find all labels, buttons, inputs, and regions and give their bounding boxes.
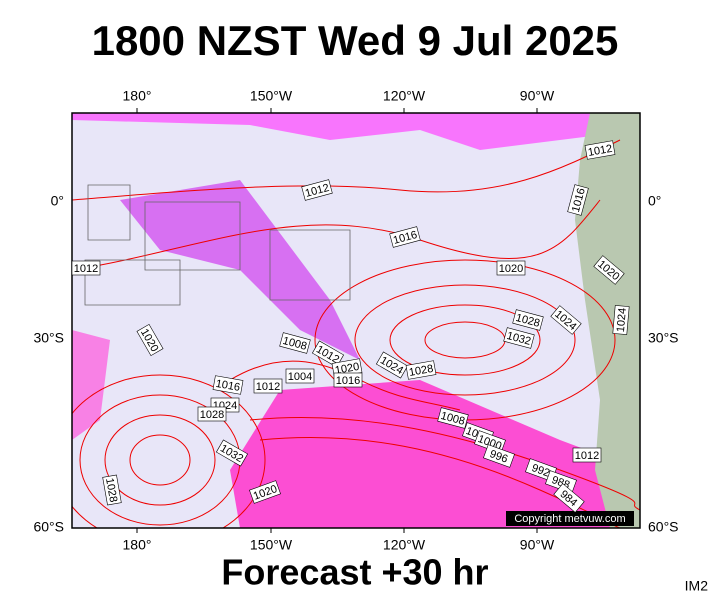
isobar-label-box [593,255,625,285]
title: 1800 NZST Wed 9 Jul 2025 [92,17,619,64]
image-code: IM2 [685,578,709,594]
isobar-label-text: 1028 [103,477,119,503]
isobar-label: 1008 [437,407,469,429]
copyright-box [506,511,634,526]
isobar-label-text: 1004 [288,371,312,383]
isobar-label-box [71,260,101,276]
lon-label: 180° [123,88,152,104]
isobar-label: 996 [483,444,515,468]
isobar-label-box [375,351,409,379]
lon-label: 150°W [250,537,293,553]
isobar-label-box [572,447,602,463]
isobar-label-text: 1028 [408,363,434,379]
lon-label: 120°W [383,88,426,104]
isobar-label-text: 1016 [336,375,360,387]
isobar-label-box [212,375,244,395]
precip [72,113,640,150]
lon-label: 90°W [520,88,555,104]
isobar-label-box [503,327,535,349]
isobar-label-text: 1012 [587,143,613,159]
isobar-label-text: 1012 [575,450,599,462]
isobar-label: 1008 [279,332,311,354]
precip [72,330,110,440]
forecast-label: Forecast +30 hr [221,552,488,593]
isobar-label: 1016 [333,372,363,388]
isobar-label-box [389,226,421,248]
isobar-label-box [253,378,283,394]
isobar-label-box [197,406,227,422]
isobar-label-box [279,332,311,354]
map-area [72,113,640,528]
isobar-label-box [285,368,315,384]
isobar-label: 1016 [389,226,421,248]
isobar-label: 1032 [503,327,535,349]
isobar-label: 1004 [285,368,315,384]
isobar-label: 1012 [572,447,602,463]
lat-label: 0° [648,193,661,209]
lon-label: 150°W [250,88,293,104]
lon-label: 90°W [520,537,555,553]
lat-label: 60°S [33,519,64,535]
isobar-label-box [512,309,544,331]
isobar-label-box [311,340,345,368]
isobar-label-text: 1024 [615,307,629,332]
isobar-label-box [405,360,437,380]
isobar-label: 1028 [512,309,544,331]
isobar-label-text: 1012 [74,263,98,275]
isobar-label: 1016 [212,375,244,395]
isobar-label-box [550,305,582,335]
lon-label: 180° [123,537,152,553]
isobar-label-text: 996 [488,448,509,466]
isobar-label: 1012 [253,378,283,394]
precip [230,380,640,528]
lat-label: 30°S [648,330,679,346]
lat-label: 0° [51,193,64,209]
copyright: Copyright metvuw.com [514,513,625,525]
isobar-label-box [215,439,249,467]
isobar-label: 1028 [197,406,227,422]
isobar-label: 1028 [102,474,122,506]
map-frame [71,112,641,529]
isobar-label-text: 1012 [256,381,280,393]
isobar-label: 1012 [71,260,101,276]
isobar-label-text: 992 [530,462,551,480]
lat-label: 30°S [33,330,64,346]
isobar-label: 1012 [584,140,616,160]
isobar-label-box [136,323,164,357]
isobar-label-box [301,179,333,201]
isobar-label-text: 1028 [200,409,224,421]
isobar-label: 1020 [496,260,526,276]
isobar-label-box [567,184,589,216]
isobar-label: 1028 [405,360,437,380]
lat-label: 60°S [648,519,679,535]
isobar-label-box [102,474,122,506]
isobar-label-box [584,140,616,160]
isobar-label-text: 1020 [499,263,523,275]
isobar-label: 1016 [567,184,589,216]
isobar-label-box [437,407,469,429]
isobar-label-box [496,260,526,276]
isobar-label-box [483,444,515,468]
isobar-label: 1024 [612,305,630,335]
boundaries [84,184,351,306]
isobar-label-box [553,483,585,513]
isobar-label-text: 1016 [215,378,241,394]
isobar-label-box [333,372,363,388]
lon-label: 120°W [383,537,426,553]
isobar-label-box [612,305,630,335]
isobar-label-box [249,480,281,504]
land [575,113,640,528]
isobar-label: 1012 [301,179,333,201]
isobar-label: 988 [545,470,577,494]
